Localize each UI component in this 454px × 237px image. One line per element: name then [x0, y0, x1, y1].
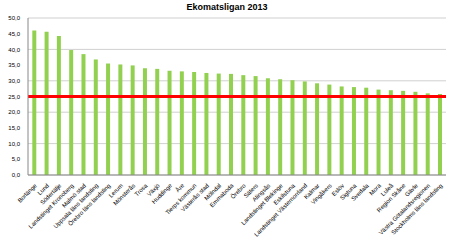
svg-text:Huddinge: Huddinge [151, 182, 174, 205]
svg-text:Vingåkers: Vingåkers [310, 182, 333, 205]
svg-text:Södertälje: Södertälje [39, 182, 63, 206]
svg-text:Landstinget Blekinge: Landstinget Blekinge [240, 182, 284, 227]
svg-text:Mora: Mora [368, 182, 383, 197]
svg-text:Mönsterås: Mönsterås [112, 182, 136, 206]
svg-text:40,0: 40,0 [8, 47, 20, 53]
svg-text:Eslöv: Eslöv [330, 182, 346, 198]
svg-text:Landstinget Kronoberg: Landstinget Kronoberg [27, 182, 75, 230]
svg-text:10,0: 10,0 [8, 141, 20, 147]
svg-text:25,0: 25,0 [8, 94, 20, 100]
svg-text:Västra Götalandsregionen: Västra Götalandsregionen [378, 182, 432, 236]
svg-text:0,0: 0,0 [12, 172, 21, 178]
svg-text:Emmaboda: Emmaboda [208, 182, 235, 209]
svg-text:20,0: 20,0 [8, 109, 20, 115]
svg-text:Landstinget Västernorrland: Landstinget Västernorrland [253, 182, 308, 237]
svg-text:Alingsås: Alingsås [251, 182, 272, 203]
svg-text:Sigtuna: Sigtuna [338, 182, 358, 202]
svg-text:Växjö: Växjö [145, 182, 161, 198]
svg-text:45,0: 45,0 [8, 31, 20, 37]
svg-text:Mölndal: Mölndal [203, 182, 223, 202]
svg-text:50,0: 50,0 [8, 15, 20, 21]
svg-text:Uppsala läns landsting: Uppsala läns landsting [52, 182, 100, 230]
svg-text:Luleå: Luleå [379, 182, 395, 198]
svg-text:5,0: 5,0 [12, 156, 21, 162]
svg-text:30,0: 30,0 [8, 78, 20, 84]
svg-text:Gävle: Gävle [403, 182, 419, 198]
svg-text:35,0: 35,0 [8, 62, 20, 68]
svg-text:Borlänge: Borlänge [17, 182, 39, 204]
svg-text:Örebro läns landsting: Örebro läns landsting [67, 182, 112, 227]
html-text:Ekomatsligan 2013: Ekomatsligan 2013 [186, 2, 268, 12]
svg-text:Kalmar: Kalmar [302, 182, 321, 201]
svg-text:Region Skåne: Region Skåne [375, 182, 407, 214]
svg-text:Malmö stad: Malmö stad [60, 182, 87, 209]
svg-text:15,0: 15,0 [8, 125, 20, 131]
svg-text:Åre: Åre [174, 182, 186, 194]
svg-text:Eskilstuna: Eskilstuna [272, 182, 296, 207]
svg-text:Lund: Lund [36, 182, 51, 197]
svg-text:Trosa: Trosa [133, 182, 149, 198]
svg-text:Säters: Säters [242, 182, 260, 199]
svg-text:Västerås stad: Västerås stad [179, 182, 210, 213]
svg-text:Stockholms läns landsting: Stockholms läns landsting [390, 182, 443, 235]
svg-text:Örebro: Örebro [229, 182, 247, 200]
svg-text:Svedala: Svedala [350, 182, 370, 203]
svg-text:Tierps kommun: Tierps kommun [164, 182, 198, 216]
svg-text:Lerum: Lerum [107, 182, 124, 199]
